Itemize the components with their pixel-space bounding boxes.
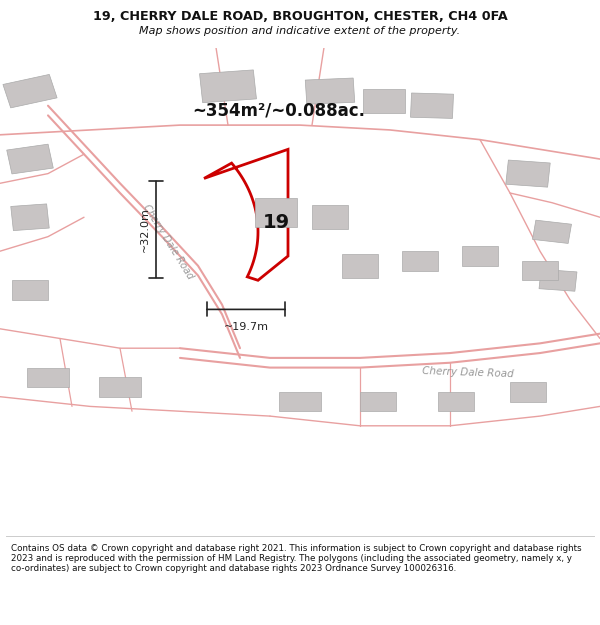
Polygon shape <box>438 392 474 411</box>
Text: ~354m²/~0.088ac.: ~354m²/~0.088ac. <box>192 101 365 119</box>
Polygon shape <box>360 392 396 411</box>
Polygon shape <box>342 254 378 278</box>
Polygon shape <box>363 89 405 113</box>
Polygon shape <box>27 368 69 387</box>
Text: Cherry Dale Road: Cherry Dale Road <box>422 366 514 379</box>
Text: ~19.7m: ~19.7m <box>223 321 269 331</box>
Polygon shape <box>204 149 288 280</box>
Polygon shape <box>7 144 53 174</box>
Polygon shape <box>11 204 49 231</box>
Text: Contains OS data © Crown copyright and database right 2021. This information is : Contains OS data © Crown copyright and d… <box>11 544 581 573</box>
Text: ~32.0m: ~32.0m <box>140 207 150 252</box>
Polygon shape <box>510 382 546 401</box>
Polygon shape <box>99 378 141 397</box>
Polygon shape <box>402 251 438 271</box>
Text: Cherry Dale Road: Cherry Dale Road <box>141 202 195 281</box>
Polygon shape <box>539 269 577 291</box>
Polygon shape <box>312 205 348 229</box>
Polygon shape <box>200 70 256 102</box>
Polygon shape <box>462 246 498 266</box>
Polygon shape <box>279 392 321 411</box>
Text: 19, CHERRY DALE ROAD, BROUGHTON, CHESTER, CH4 0FA: 19, CHERRY DALE ROAD, BROUGHTON, CHESTER… <box>92 9 508 22</box>
Polygon shape <box>533 220 571 243</box>
Polygon shape <box>12 280 48 300</box>
Polygon shape <box>255 198 297 227</box>
Text: 19: 19 <box>262 213 290 232</box>
Polygon shape <box>506 160 550 187</box>
Polygon shape <box>305 78 355 104</box>
Text: Map shows position and indicative extent of the property.: Map shows position and indicative extent… <box>139 26 461 36</box>
Polygon shape <box>522 261 558 280</box>
Polygon shape <box>410 93 454 118</box>
Polygon shape <box>3 74 57 108</box>
